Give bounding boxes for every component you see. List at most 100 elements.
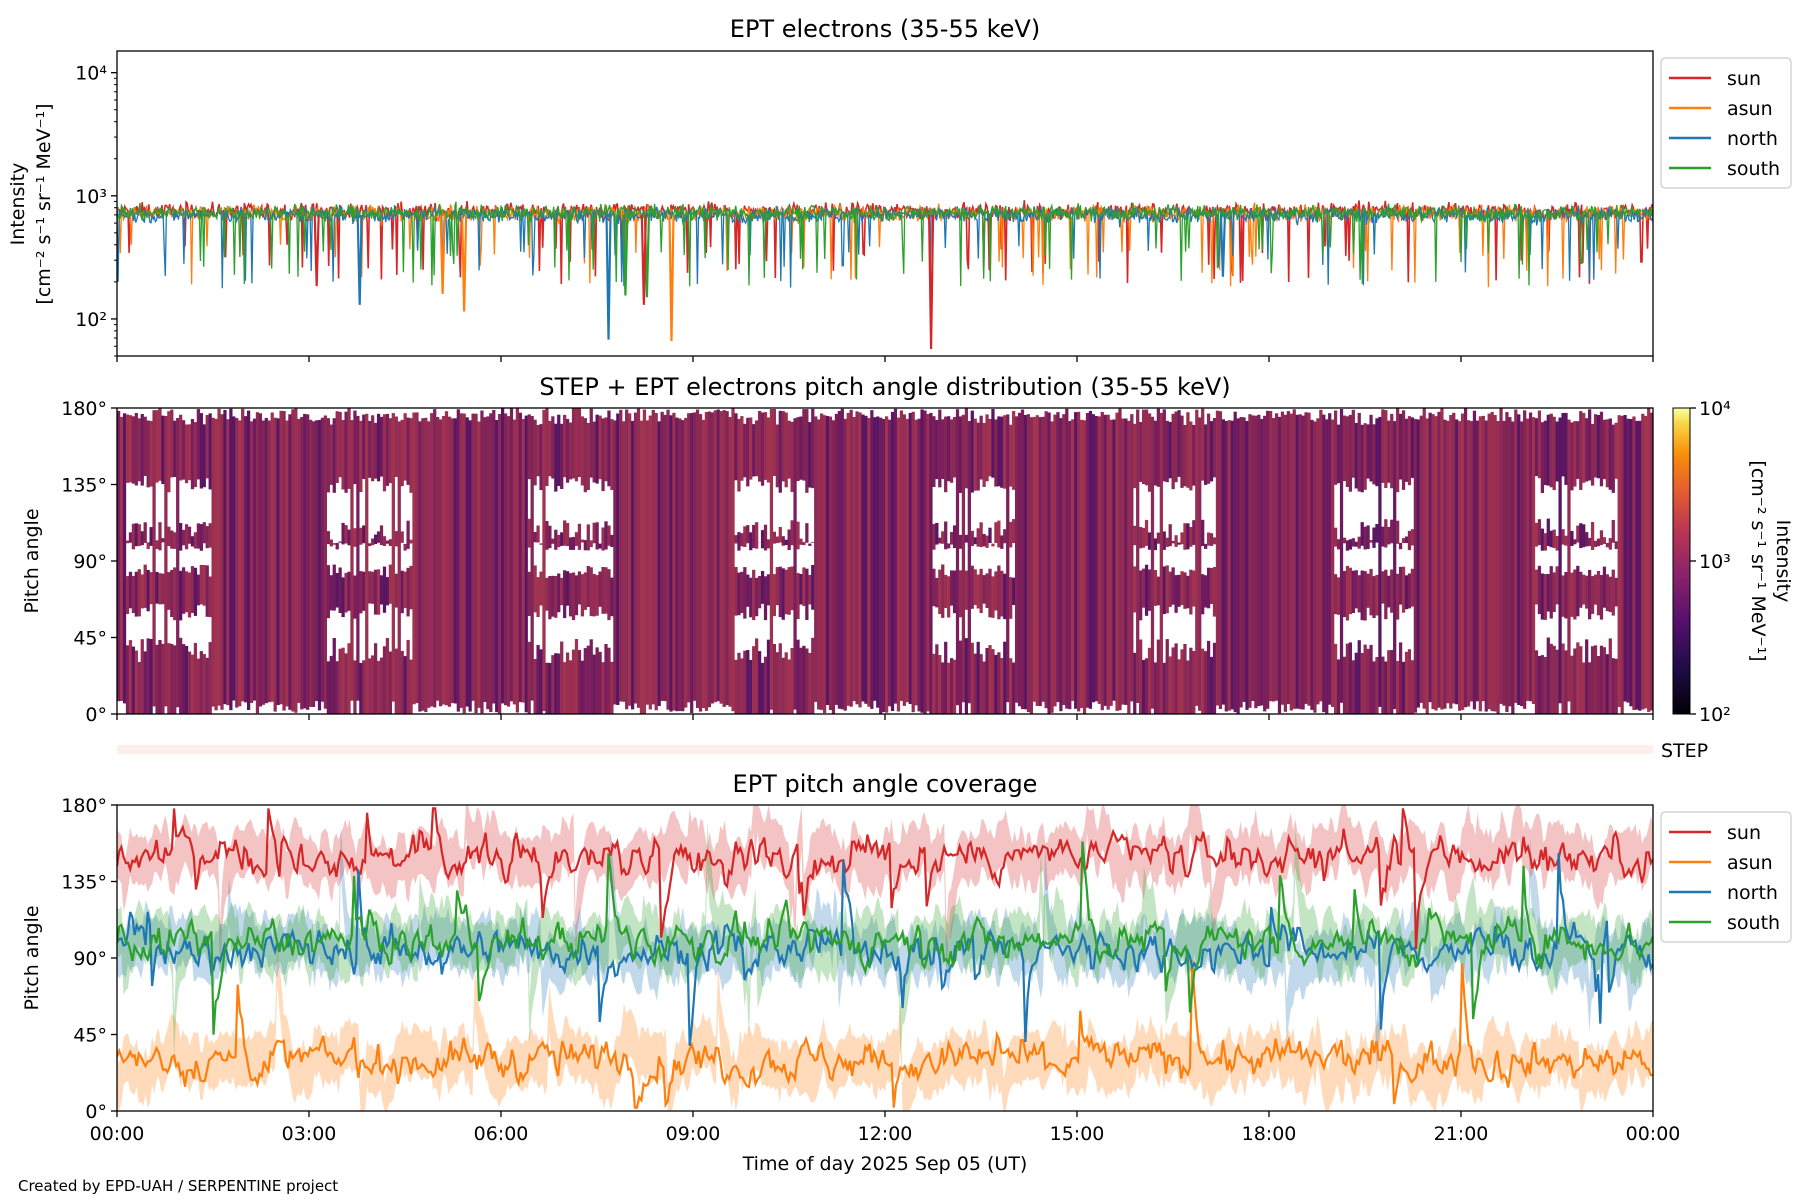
heatmap-cell (144, 522, 147, 543)
heatmap-cell (1186, 661, 1189, 715)
heatmap-cell (557, 654, 560, 715)
heatmap-cell (545, 578, 548, 611)
heatmap-cell (853, 417, 856, 701)
heatmap-cell (1579, 646, 1582, 714)
y-tick-label: 180° (61, 398, 107, 420)
heatmap-cell (1547, 574, 1550, 612)
heatmap-cell (764, 412, 767, 480)
heatmap-cell (1148, 413, 1151, 491)
heatmap-cell (1142, 569, 1145, 608)
x-tick-label: 03:00 (282, 1123, 337, 1145)
heatmap-cell (516, 408, 519, 712)
heatmap-cell (191, 536, 194, 546)
heatmap-cell (1615, 541, 1618, 549)
heatmap-cell (1579, 523, 1582, 548)
heatmap-cell (395, 417, 398, 478)
heatmap-cell (536, 425, 539, 476)
heatmap-cell (1015, 416, 1018, 702)
heatmap-cell (953, 660, 956, 714)
heatmap-cell (409, 418, 412, 493)
heatmap-cell (182, 420, 185, 479)
heatmap-cell (782, 411, 785, 481)
heatmap-cell (734, 413, 737, 480)
heatmap-cell (1556, 536, 1559, 551)
heatmap-cell (947, 543, 950, 548)
heatmap-cell (1532, 417, 1535, 704)
heatmap-cell (1036, 415, 1039, 706)
heatmap-cell (1148, 569, 1151, 610)
panel2-x-ticks (117, 714, 1653, 720)
heatmap-cell (690, 413, 693, 713)
heatmap-cell (132, 524, 135, 550)
heatmap-cell (790, 648, 793, 714)
heatmap-cell (147, 421, 150, 488)
y-tick-label: 180° (61, 795, 107, 817)
heatmap-cell (1095, 416, 1098, 701)
heatmap-cell (347, 572, 350, 611)
heatmap-cell (203, 424, 206, 487)
heatmap-cell (471, 414, 474, 701)
heatmap-cell (1361, 425, 1364, 493)
heatmap-cell (1337, 425, 1340, 484)
heatmap-cell (1331, 420, 1334, 707)
heatmap-cell (188, 652, 191, 714)
heatmap-cell (457, 409, 460, 711)
heatmap-cell (1473, 411, 1476, 710)
heatmap-cell (1573, 539, 1576, 544)
heatmap-cell (1361, 522, 1364, 546)
heatmap-cell (1254, 416, 1257, 709)
heatmap-cell (1615, 578, 1618, 607)
heatmap-cell (158, 522, 161, 550)
heatmap-cell (560, 642, 563, 715)
heatmap-cell (330, 425, 333, 485)
heatmap-cell (773, 532, 776, 544)
heatmap-cell (1319, 410, 1322, 702)
heatmap-cell (1174, 412, 1177, 483)
y-tick-label: 135° (61, 872, 107, 894)
heatmap-cell (144, 417, 147, 476)
heatmap-cell (950, 419, 953, 482)
heatmap-cell (743, 567, 746, 619)
heatmap-cell (1304, 412, 1307, 704)
heatmap-cell (1402, 538, 1405, 543)
heatmap-cell (312, 421, 315, 707)
heatmap-cell (805, 523, 808, 543)
heatmap-cell (932, 416, 935, 487)
heatmap-cell (974, 419, 977, 491)
heatmap-cell (1461, 414, 1464, 710)
heatmap-cell (779, 411, 782, 493)
heatmap-cell (1183, 425, 1186, 486)
heatmap-cell (675, 418, 678, 712)
heatmap-cell (386, 414, 389, 486)
heatmap-cell (1189, 648, 1192, 714)
y-tick-label: 10³ (75, 186, 107, 208)
heatmap-cell (610, 578, 613, 617)
heatmap-cell (1437, 412, 1440, 708)
heatmap-cell (486, 416, 489, 709)
heatmap-cell (519, 413, 522, 702)
heatmap-cell (1068, 421, 1071, 709)
heatmap-cell (1384, 662, 1387, 715)
heatmap-cell (533, 659, 536, 714)
heatmap-cell (965, 571, 968, 610)
heatmap-cell (539, 424, 542, 490)
heatmap-cell (1139, 422, 1142, 482)
heatmap-cell (799, 648, 802, 714)
heatmap-cell (1600, 575, 1603, 620)
heatmap-cell (197, 659, 200, 714)
heatmap-cell (1561, 529, 1564, 544)
heatmap-cell (749, 660, 752, 714)
heatmap-cell (944, 575, 947, 608)
heatmap-cell (1612, 520, 1615, 543)
heatmap-cell (1585, 639, 1588, 714)
heatmap-cell (401, 420, 404, 486)
heatmap-cell (300, 417, 303, 709)
heatmap-cell (1612, 425, 1615, 493)
heatmap-cell (377, 661, 380, 714)
heatmap-cell (814, 416, 817, 702)
heatmap-cell (188, 424, 191, 480)
heatmap-cell (1166, 421, 1169, 482)
heatmap-cell (1337, 659, 1340, 714)
heatmap-cell (126, 415, 129, 483)
heatmap-cell (253, 419, 256, 701)
